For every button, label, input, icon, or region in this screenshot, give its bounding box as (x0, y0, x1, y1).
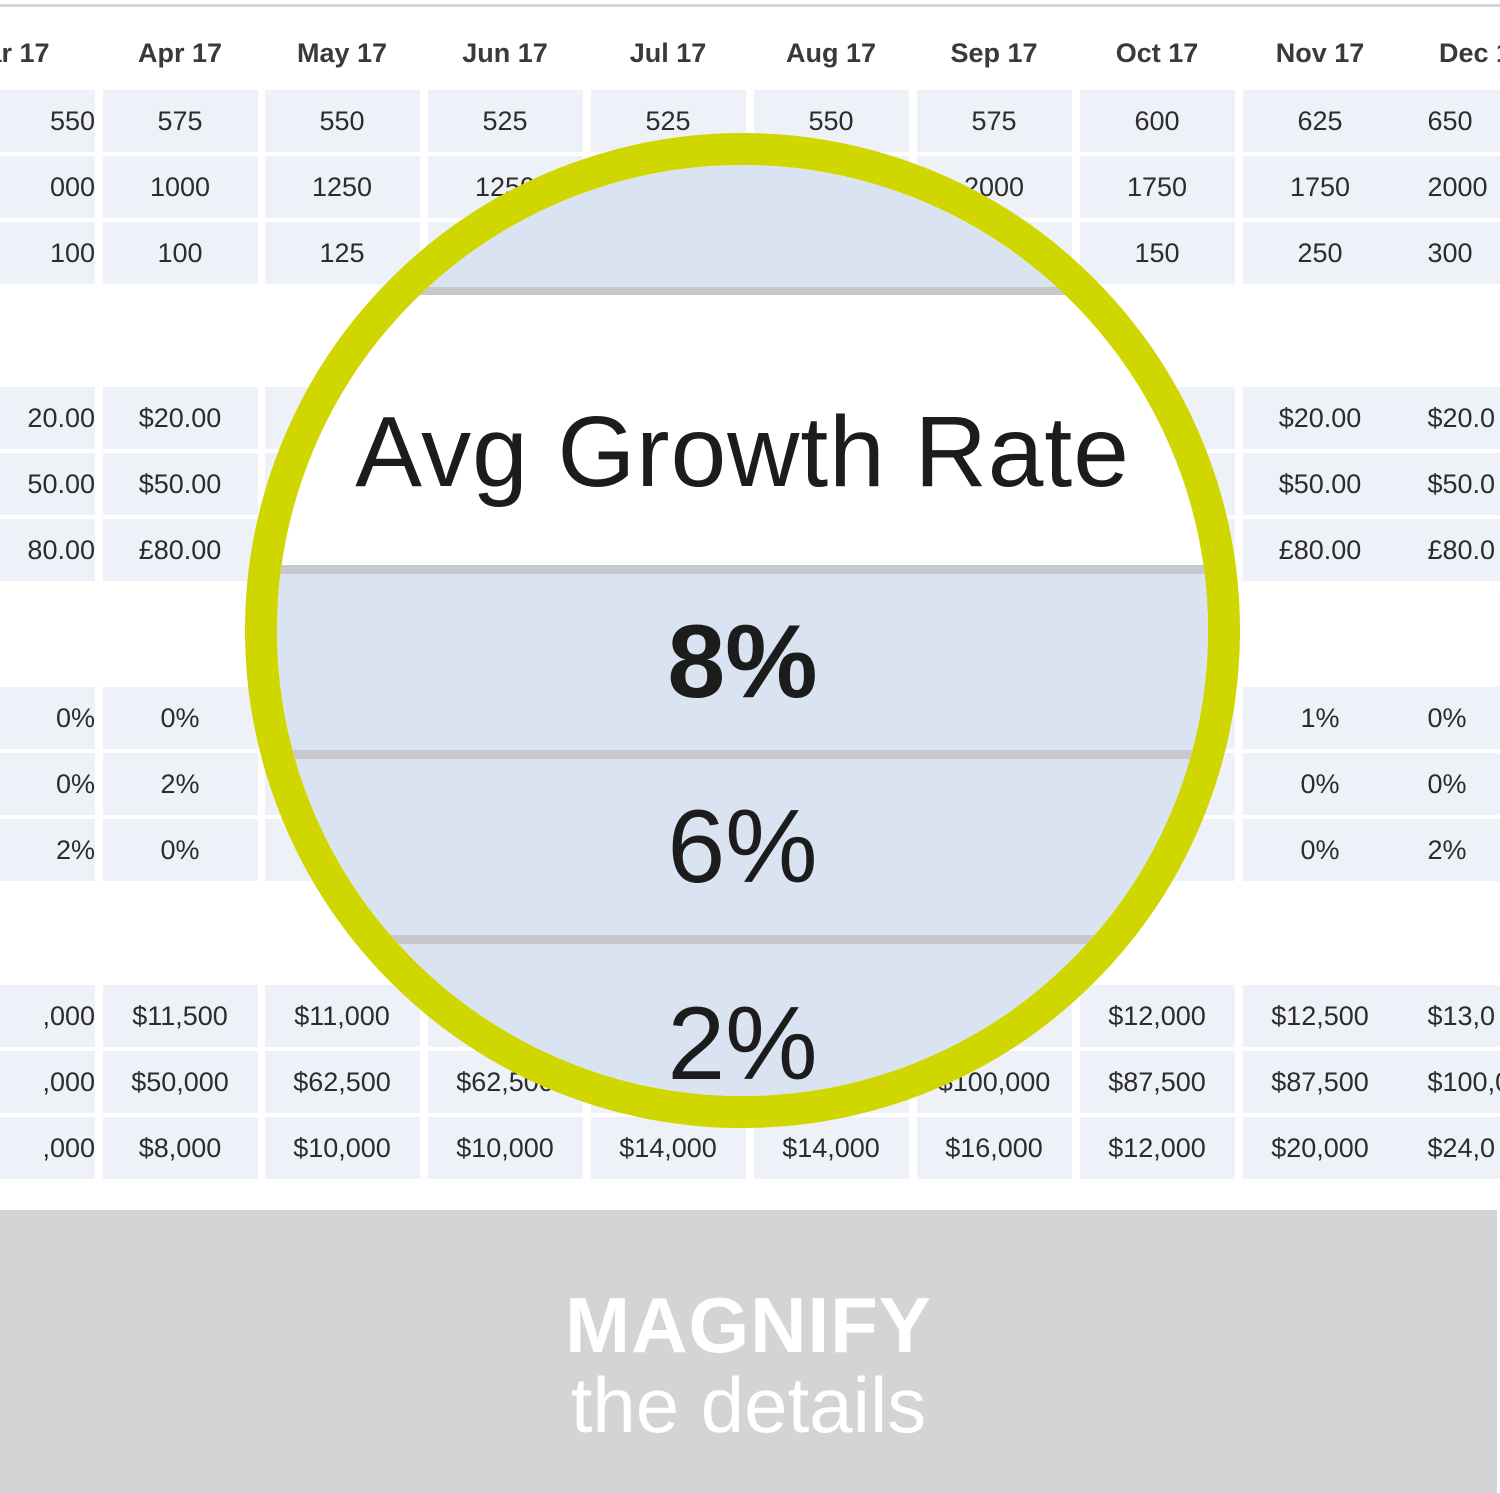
table-cell: 80.00 (0, 519, 95, 581)
table-cell: 100 (102, 222, 258, 284)
table-cell: $50.00 (102, 453, 258, 515)
table-cell: $87,500 (1242, 1051, 1398, 1113)
table-cell: 0% (102, 819, 258, 881)
table-cell: 575 (102, 90, 258, 152)
table-cell: 600 (1079, 90, 1235, 152)
caption-banner: MAGNIFY the details (0, 1210, 1497, 1493)
magnified-divider (277, 750, 1208, 759)
top-rule (0, 4, 1500, 7)
table-cell: 20.00 (0, 387, 95, 449)
table-cell: ,000 (0, 985, 95, 1047)
table-cell: $100,0 (1397, 1051, 1500, 1113)
table-cell: $20,000 (1242, 1117, 1398, 1179)
magnified-row-band (277, 165, 1208, 291)
table-cell: 1000 (102, 156, 258, 218)
table-cell: $50,000 (102, 1051, 258, 1113)
month-header: Oct 17 (1115, 38, 1199, 68)
table-cell: $14,000 (753, 1117, 909, 1179)
month-header: Jul 17 (629, 38, 707, 68)
table-cell: £80.00 (1242, 519, 1398, 581)
table-cell: £80.0 (1397, 519, 1500, 581)
table-cell: £80.00 (102, 519, 258, 581)
magnified-divider (277, 287, 1208, 295)
table-cell: 0% (102, 687, 258, 749)
table-cell: 2% (1397, 819, 1500, 881)
table-cell: 1750 (1242, 156, 1398, 218)
table-cell: 300 (1397, 222, 1500, 284)
table-cell: 1% (1242, 687, 1398, 749)
table-cell: 000 (0, 156, 95, 218)
table-cell: $24,0 (1397, 1117, 1500, 1179)
table-cell: $50.0 (1397, 453, 1500, 515)
table-cell: $20.00 (1242, 387, 1398, 449)
month-header: ar 17 (0, 38, 50, 68)
magnified-divider (277, 935, 1208, 944)
month-header: Aug 17 (785, 38, 877, 68)
table-cell: $10,000 (427, 1117, 583, 1179)
table-cell: 2% (102, 753, 258, 815)
table-cell: 0% (1242, 753, 1398, 815)
month-header: Jun 17 (462, 38, 548, 68)
table-cell: $13,0 (1397, 985, 1500, 1047)
table-cell: ,000 (0, 1051, 95, 1113)
month-header: Nov 17 (1275, 38, 1365, 68)
table-cell: $20.0 (1397, 387, 1500, 449)
caption-headline: MAGNIFY (565, 1281, 932, 1369)
growth-rate-value: 8% (277, 574, 1208, 750)
table-cell: 550 (0, 90, 95, 152)
table-cell: 650 (1397, 90, 1500, 152)
growth-rate-value: 2% (277, 944, 1208, 1096)
table-cell: 0% (1397, 753, 1500, 815)
table-cell: 0% (1397, 687, 1500, 749)
caption-subline: the details (570, 1361, 927, 1449)
table-cell: $12,000 (1079, 1117, 1235, 1179)
table-cell: ,000 (0, 1117, 95, 1179)
table-cell: $20.00 (102, 387, 258, 449)
table-cell: $8,000 (102, 1117, 258, 1179)
table-cell: $16,000 (916, 1117, 1072, 1179)
table-cell: 250 (1242, 222, 1398, 284)
month-header: Sep 17 (950, 38, 1038, 68)
magnified-divider (277, 565, 1208, 574)
avg-growth-rate-title: Avg Growth Rate (355, 396, 1130, 508)
table-cell: 0% (0, 753, 95, 815)
table-cell: 50.00 (0, 453, 95, 515)
table-cell: $50.00 (1242, 453, 1398, 515)
table-cell: 100 (0, 222, 95, 284)
month-header: Apr 17 (137, 38, 223, 68)
table-cell: 575 (916, 90, 1072, 152)
table-cell: $11,500 (102, 985, 258, 1047)
table-cell: 625 (1242, 90, 1398, 152)
table-cell: 0% (0, 687, 95, 749)
table-cell: $10,000 (264, 1117, 420, 1179)
month-header: Dec 1 (1438, 38, 1500, 68)
table-cell: 2000 (1397, 156, 1500, 218)
table-cell: 0% (1242, 819, 1398, 881)
magnifier-lens: Avg Growth Rate 8% 6% 2% (245, 133, 1240, 1128)
growth-rate-value: 6% (277, 759, 1208, 935)
table-cell: 2% (0, 819, 95, 881)
table-cell: $12,500 (1242, 985, 1398, 1047)
table-cell: 525 (427, 90, 583, 152)
month-header: May 17 (296, 38, 388, 68)
table-cell: 550 (264, 90, 420, 152)
